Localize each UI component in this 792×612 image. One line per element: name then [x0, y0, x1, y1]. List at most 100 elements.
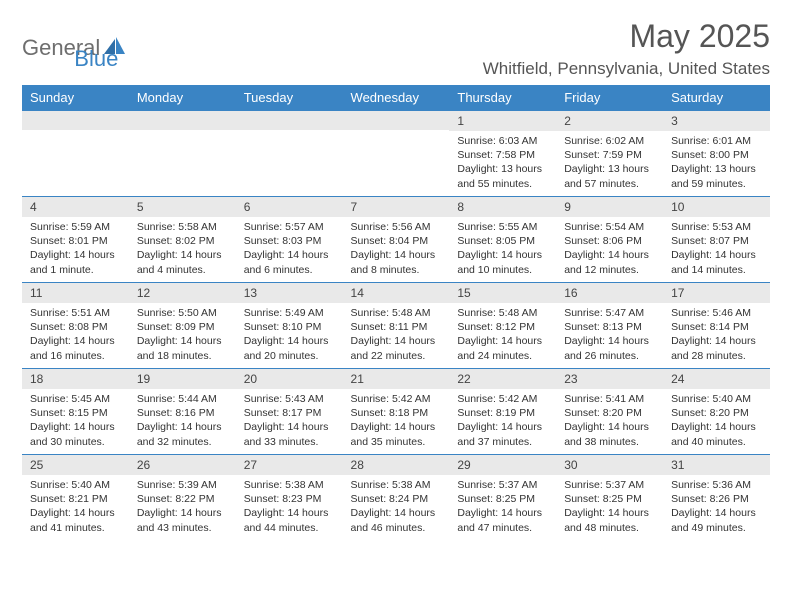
daylight-text: Daylight: 14 hours and 14 minutes.	[671, 248, 762, 276]
day-number	[22, 111, 129, 130]
day-number: 31	[663, 455, 770, 475]
sunrise-text: Sunrise: 5:38 AM	[351, 478, 442, 492]
day-number: 6	[236, 197, 343, 217]
sunset-text: Sunset: 7:58 PM	[457, 148, 548, 162]
sunset-text: Sunset: 8:10 PM	[244, 320, 335, 334]
sunrise-text: Sunrise: 5:49 AM	[244, 306, 335, 320]
calendar-day-cell: 17Sunrise: 5:46 AMSunset: 8:14 PMDayligh…	[663, 283, 770, 369]
day-header: Monday	[129, 85, 236, 111]
sunset-text: Sunset: 8:22 PM	[137, 492, 228, 506]
day-number: 16	[556, 283, 663, 303]
day-number: 1	[449, 111, 556, 131]
daylight-text: Daylight: 14 hours and 40 minutes.	[671, 420, 762, 448]
daylight-text: Daylight: 14 hours and 1 minute.	[30, 248, 121, 276]
day-content: Sunrise: 5:49 AMSunset: 8:10 PMDaylight:…	[236, 303, 343, 367]
daylight-text: Daylight: 14 hours and 26 minutes.	[564, 334, 655, 362]
day-content: Sunrise: 5:57 AMSunset: 8:03 PMDaylight:…	[236, 217, 343, 281]
day-content: Sunrise: 5:44 AMSunset: 8:16 PMDaylight:…	[129, 389, 236, 453]
calendar-week-row: 1Sunrise: 6:03 AMSunset: 7:58 PMDaylight…	[22, 111, 770, 197]
daylight-text: Daylight: 14 hours and 44 minutes.	[244, 506, 335, 534]
sunrise-text: Sunrise: 5:44 AM	[137, 392, 228, 406]
sunset-text: Sunset: 8:16 PM	[137, 406, 228, 420]
calendar-day-cell: 27Sunrise: 5:38 AMSunset: 8:23 PMDayligh…	[236, 455, 343, 541]
sunset-text: Sunset: 8:13 PM	[564, 320, 655, 334]
daylight-text: Daylight: 14 hours and 46 minutes.	[351, 506, 442, 534]
sunrise-text: Sunrise: 5:48 AM	[351, 306, 442, 320]
sunrise-text: Sunrise: 5:37 AM	[564, 478, 655, 492]
location: Whitfield, Pennsylvania, United States	[483, 59, 770, 79]
sunrise-text: Sunrise: 5:51 AM	[30, 306, 121, 320]
sunset-text: Sunset: 8:19 PM	[457, 406, 548, 420]
day-content: Sunrise: 5:58 AMSunset: 8:02 PMDaylight:…	[129, 217, 236, 281]
calendar-day-cell: 7Sunrise: 5:56 AMSunset: 8:04 PMDaylight…	[343, 197, 450, 283]
day-number: 3	[663, 111, 770, 131]
sunrise-text: Sunrise: 5:39 AM	[137, 478, 228, 492]
sunrise-text: Sunrise: 5:47 AM	[564, 306, 655, 320]
calendar-day-cell: 8Sunrise: 5:55 AMSunset: 8:05 PMDaylight…	[449, 197, 556, 283]
day-content: Sunrise: 5:48 AMSunset: 8:11 PMDaylight:…	[343, 303, 450, 367]
day-content	[22, 130, 129, 137]
sunrise-text: Sunrise: 5:45 AM	[30, 392, 121, 406]
day-number	[129, 111, 236, 130]
sunset-text: Sunset: 8:17 PM	[244, 406, 335, 420]
logo-text-blue: Blue	[74, 46, 118, 72]
day-number: 21	[343, 369, 450, 389]
sunrise-text: Sunrise: 5:40 AM	[30, 478, 121, 492]
sunrise-text: Sunrise: 5:57 AM	[244, 220, 335, 234]
daylight-text: Daylight: 14 hours and 48 minutes.	[564, 506, 655, 534]
sunset-text: Sunset: 8:01 PM	[30, 234, 121, 248]
day-number: 25	[22, 455, 129, 475]
daylight-text: Daylight: 14 hours and 47 minutes.	[457, 506, 548, 534]
calendar-day-cell: 1Sunrise: 6:03 AMSunset: 7:58 PMDaylight…	[449, 111, 556, 197]
day-number: 28	[343, 455, 450, 475]
daylight-text: Daylight: 13 hours and 57 minutes.	[564, 162, 655, 190]
sunset-text: Sunset: 8:03 PM	[244, 234, 335, 248]
daylight-text: Daylight: 14 hours and 28 minutes.	[671, 334, 762, 362]
day-number: 24	[663, 369, 770, 389]
sunset-text: Sunset: 8:18 PM	[351, 406, 442, 420]
calendar-day-cell: 3Sunrise: 6:01 AMSunset: 8:00 PMDaylight…	[663, 111, 770, 197]
day-number	[236, 111, 343, 130]
sunrise-text: Sunrise: 5:50 AM	[137, 306, 228, 320]
day-content: Sunrise: 5:36 AMSunset: 8:26 PMDaylight:…	[663, 475, 770, 539]
day-number	[343, 111, 450, 130]
day-content: Sunrise: 5:48 AMSunset: 8:12 PMDaylight:…	[449, 303, 556, 367]
day-content: Sunrise: 5:45 AMSunset: 8:15 PMDaylight:…	[22, 389, 129, 453]
calendar-day-cell: 9Sunrise: 5:54 AMSunset: 8:06 PMDaylight…	[556, 197, 663, 283]
daylight-text: Daylight: 14 hours and 18 minutes.	[137, 334, 228, 362]
sunrise-text: Sunrise: 5:36 AM	[671, 478, 762, 492]
sunset-text: Sunset: 8:15 PM	[30, 406, 121, 420]
calendar-day-cell	[343, 111, 450, 197]
daylight-text: Daylight: 14 hours and 24 minutes.	[457, 334, 548, 362]
day-header: Tuesday	[236, 85, 343, 111]
sunset-text: Sunset: 8:26 PM	[671, 492, 762, 506]
sunset-text: Sunset: 7:59 PM	[564, 148, 655, 162]
day-number: 14	[343, 283, 450, 303]
day-number: 23	[556, 369, 663, 389]
day-number: 30	[556, 455, 663, 475]
day-number: 9	[556, 197, 663, 217]
day-content: Sunrise: 5:39 AMSunset: 8:22 PMDaylight:…	[129, 475, 236, 539]
calendar-week-row: 18Sunrise: 5:45 AMSunset: 8:15 PMDayligh…	[22, 369, 770, 455]
calendar-day-cell: 2Sunrise: 6:02 AMSunset: 7:59 PMDaylight…	[556, 111, 663, 197]
day-content: Sunrise: 5:40 AMSunset: 8:21 PMDaylight:…	[22, 475, 129, 539]
day-number: 8	[449, 197, 556, 217]
calendar-week-row: 25Sunrise: 5:40 AMSunset: 8:21 PMDayligh…	[22, 455, 770, 541]
sunset-text: Sunset: 8:02 PM	[137, 234, 228, 248]
sunset-text: Sunset: 8:25 PM	[457, 492, 548, 506]
day-content: Sunrise: 6:02 AMSunset: 7:59 PMDaylight:…	[556, 131, 663, 195]
sunrise-text: Sunrise: 5:38 AM	[244, 478, 335, 492]
day-header: Saturday	[663, 85, 770, 111]
day-content	[343, 130, 450, 137]
calendar-day-cell: 20Sunrise: 5:43 AMSunset: 8:17 PMDayligh…	[236, 369, 343, 455]
day-number: 27	[236, 455, 343, 475]
daylight-text: Daylight: 14 hours and 43 minutes.	[137, 506, 228, 534]
month-title: May 2025	[483, 18, 770, 55]
day-content: Sunrise: 5:37 AMSunset: 8:25 PMDaylight:…	[556, 475, 663, 539]
day-content: Sunrise: 5:53 AMSunset: 8:07 PMDaylight:…	[663, 217, 770, 281]
sunset-text: Sunset: 8:11 PM	[351, 320, 442, 334]
sunrise-text: Sunrise: 5:54 AM	[564, 220, 655, 234]
sunrise-text: Sunrise: 5:56 AM	[351, 220, 442, 234]
daylight-text: Daylight: 14 hours and 41 minutes.	[30, 506, 121, 534]
day-content: Sunrise: 5:59 AMSunset: 8:01 PMDaylight:…	[22, 217, 129, 281]
